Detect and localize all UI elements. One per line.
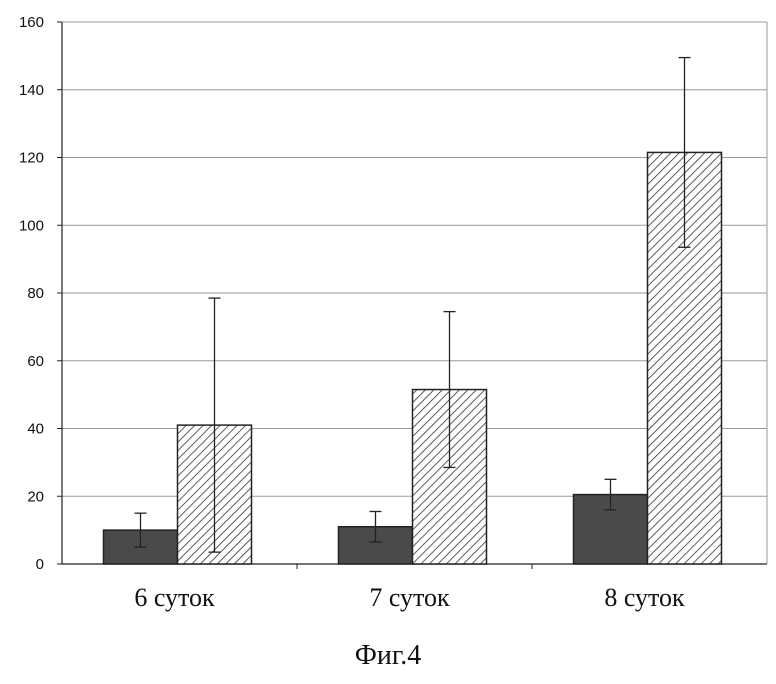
x-category-label: 7 суток	[369, 583, 450, 612]
y-tick-label: 120	[19, 150, 44, 167]
y-tick-label: 20	[27, 488, 44, 505]
y-tick-label: 0	[36, 556, 44, 573]
y-tick-label: 40	[27, 421, 44, 438]
figure-caption: Фиг.4	[354, 640, 422, 671]
x-category-label: 6 суток	[134, 583, 215, 612]
y-tick-label: 60	[27, 353, 44, 370]
error-bars	[134, 56, 691, 553]
bars	[102, 151, 723, 565]
y-tick-label: 80	[27, 285, 44, 302]
labels: 0 20 40 60 80 100 120 140 160 6 суток 7 суток 8 сут…	[19, 14, 685, 612]
y-tick-label: 160	[19, 14, 44, 31]
x-category-label: 8 суток	[604, 583, 685, 612]
y-tick-label: 100	[19, 217, 44, 234]
bar	[337, 525, 414, 565]
y-tick-label: 140	[19, 82, 44, 99]
